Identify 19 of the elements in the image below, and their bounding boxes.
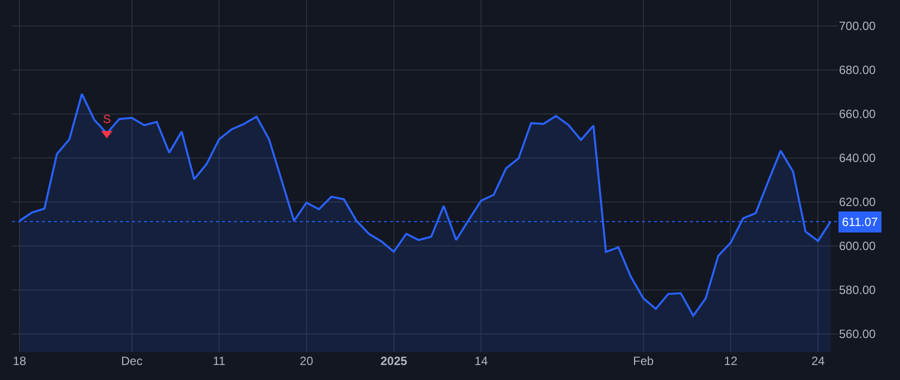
y-tick-label: 580.00 [839,283,876,298]
ref-line-label: 611.07 [842,215,878,229]
x-tick-label: 12 [724,354,738,368]
y-tick-label: 600.00 [839,239,876,254]
y-tick-label: 680.00 [839,63,876,78]
data-label: S [102,112,111,126]
y-tick-label: 560.00 [839,327,876,342]
x-tick-label: 14 [474,354,488,368]
x-tick-label: Dec [121,354,142,368]
y-tick-label: 640.00 [839,151,876,166]
y-tick-label: 620.00 [839,195,876,210]
x-tick-label: 18 [12,354,26,368]
x-tick-label: 20 [300,354,314,368]
x-tick-label: 24 [811,354,826,368]
y-tick-label: 700.00 [839,19,876,34]
x-tick-label: 2025 [380,354,408,368]
x-tick-label: Feb [633,354,654,368]
y-tick-label: 660.00 [839,107,876,122]
x-tick-label: 11 [212,354,226,368]
